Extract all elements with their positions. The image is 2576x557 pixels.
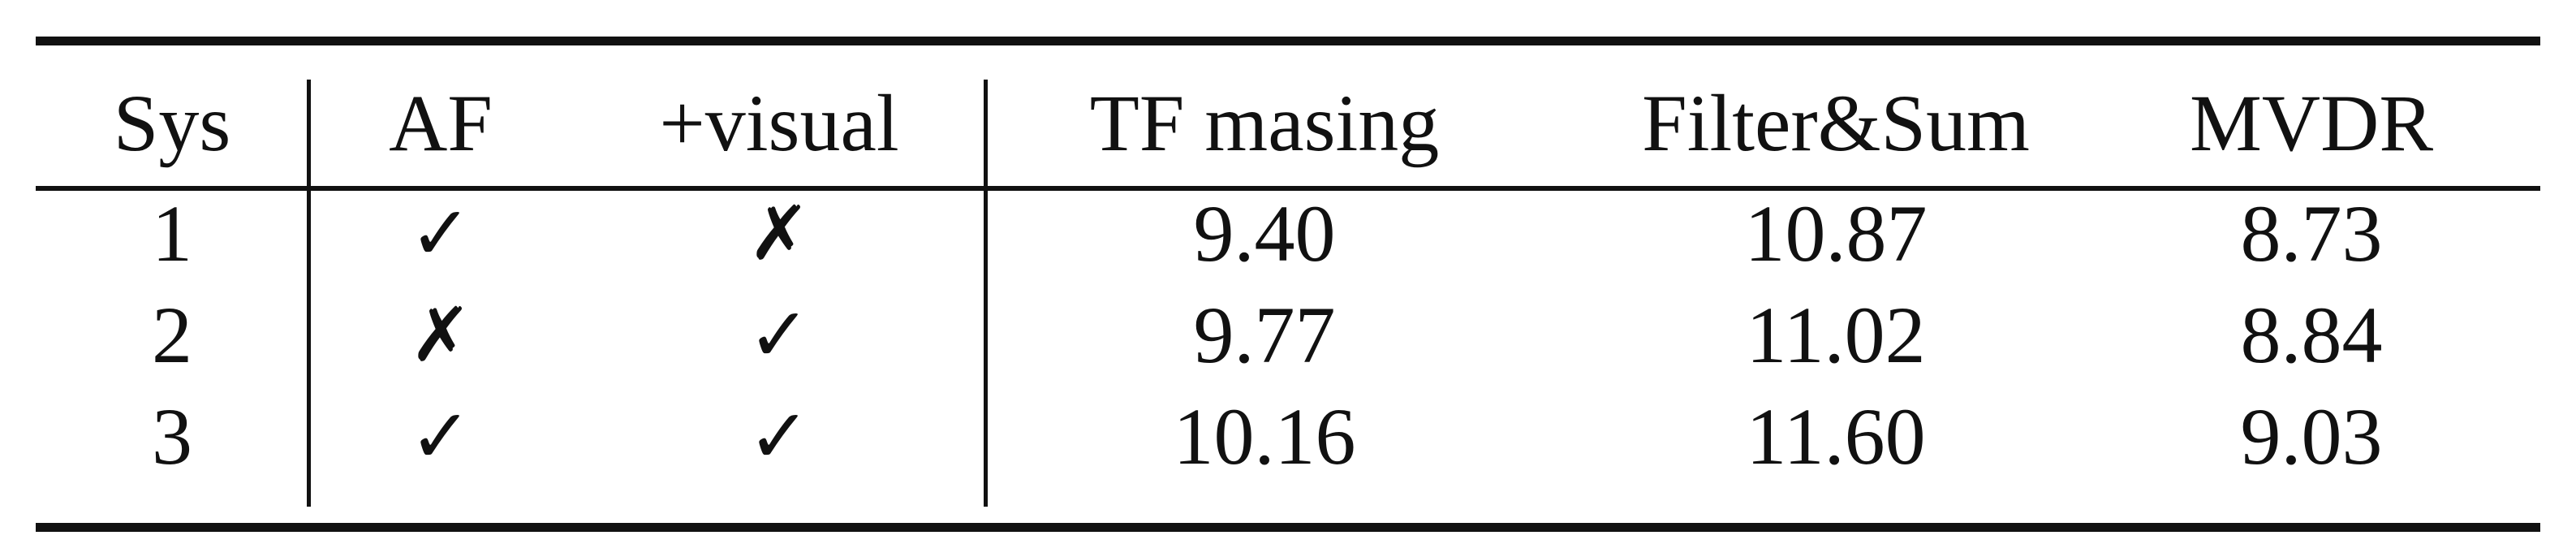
check-icon: ✓ [409,190,472,277]
header-visual: +visual [659,78,899,168]
header-filter-sum: Filter&Sum [1642,78,2030,168]
mvdr-value: 8.84 [2240,290,2383,380]
filter-sum-value: 10.87 [1744,188,1928,278]
column-separator-sys [307,80,311,507]
top-rule [36,37,2540,45]
filter-sum-value: 11.60 [1746,391,1926,481]
cross-icon: ✗ [747,190,811,277]
tf-masing-value: 9.77 [1193,290,1336,380]
header-sys: Sys [113,78,231,168]
tf-masing-value: 9.40 [1193,188,1336,278]
mvdr-value: 8.73 [2240,188,2383,278]
row-sys-cell: 2 [152,290,192,380]
column-separator-methods [984,80,988,507]
filter-sum-value: 11.02 [1746,290,1926,380]
tf-masing-value: 10.16 [1173,391,1356,481]
check-icon: ✓ [747,291,811,378]
header-tf-masing: TF masing [1089,78,1440,168]
header-mvdr: MVDR [2189,78,2434,168]
cross-icon: ✗ [409,291,472,378]
header-af: AF [389,78,493,168]
check-icon: ✓ [409,393,472,480]
mvdr-value: 9.03 [2240,391,2383,481]
row-sys-cell: 1 [152,188,192,278]
check-icon: ✓ [747,393,811,480]
row-sys-cell: 3 [152,391,192,481]
header-rule [36,186,2540,191]
bottom-rule [36,523,2540,532]
